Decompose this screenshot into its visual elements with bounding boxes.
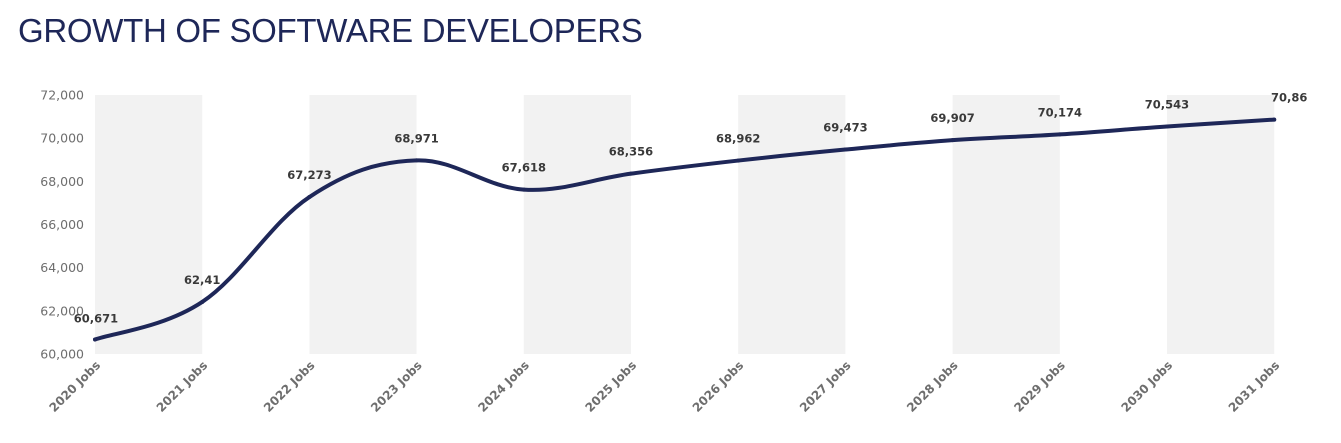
y-tick-label: 72,000 [40,88,84,103]
data-label: 68,356 [609,145,653,159]
x-tick-label: 2021 Jobs [154,358,211,415]
x-tick-label: 2027 Jobs [797,358,854,415]
background-band [309,95,417,354]
data-label: 70,86 [1271,91,1307,105]
data-point [736,158,741,163]
x-tick-label: 2024 Jobs [475,358,532,415]
x-tick-label: 2031 Jobs [1226,358,1283,415]
y-tick-label: 60,000 [40,347,84,362]
data-label: 70,174 [1038,105,1082,119]
data-point [307,195,312,200]
data-point [629,171,633,176]
x-tick-label: 2030 Jobs [1119,358,1176,415]
y-tick-label: 70,000 [40,131,84,146]
x-tick-label: 2025 Jobs [583,358,640,415]
y-axis: 60,000 62,000 64,000 66,000 68,000 70,000 72,0… [40,88,84,362]
x-tick-label: 2023 Jobs [368,358,425,415]
x-tick-label: 2026 Jobs [690,358,747,415]
y-tick-label: 68,000 [40,174,84,189]
data-point [521,187,526,192]
background-band [1167,95,1275,354]
chart-title: GROWTH OF SOFTWARE DEVELOPERS [18,12,643,49]
data-label: 67,273 [287,168,331,182]
data-point [950,138,955,143]
x-tick-label: 2022 Jobs [261,358,318,415]
series-line [93,117,1277,342]
data-label: 68,971 [394,131,438,145]
y-tick-label: 66,000 [40,217,84,232]
data-point [93,337,97,342]
data-label: 67,618 [502,161,546,175]
data-label: 69,473 [823,121,867,135]
x-tick-label: 2028 Jobs [904,358,961,415]
data-point [1165,124,1169,129]
x-axis: 2020 Jobs 2021 Jobs 2022 Jobs 2023 Jobs 2024… [47,358,1283,415]
data-label: 62,41 [184,273,220,287]
data-label: 69,907 [930,111,974,125]
data-point [1057,132,1062,137]
data-label: 60,671 [74,312,118,326]
x-tick-label: 2029 Jobs [1011,358,1068,415]
y-tick-label: 62,000 [40,303,84,318]
data-label: 70,543 [1145,97,1189,111]
background-band [523,95,631,354]
y-tick-label: 64,000 [40,260,84,275]
data-point [414,158,419,163]
data-labels: 60,671 62,41 67,273 68,971 67,618 68,356 68,96… [74,91,1307,342]
background-bands [95,95,1275,354]
background-band [738,95,846,354]
data-point [1272,117,1277,122]
data-label: 68,962 [716,132,760,146]
x-tick-label: 2020 Jobs [47,358,104,415]
data-point [200,299,205,304]
data-point [843,147,848,152]
